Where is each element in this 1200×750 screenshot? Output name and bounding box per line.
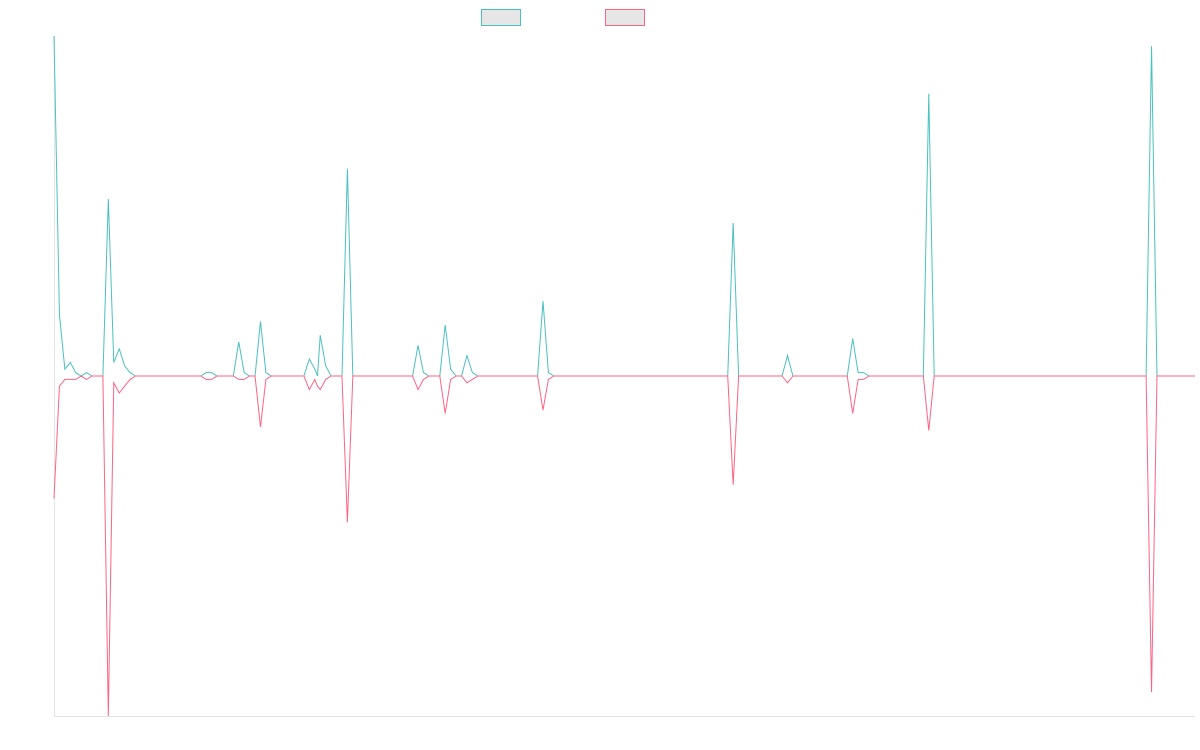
series-1: [53, 35, 1195, 377]
series-2: [53, 375, 1195, 717]
legend-item-2[interactable]: [605, 9, 645, 26]
legend-item-1[interactable]: [481, 9, 521, 26]
legend-swatch-2[interactable]: [605, 9, 645, 26]
legend-swatch-1[interactable]: [481, 9, 521, 26]
series-layer: [53, 35, 1195, 717]
series-line-2: [53, 375, 1195, 717]
legend[interactable]: [481, 9, 645, 26]
series-line-1: [53, 35, 1195, 377]
axes: [54, 36, 1195, 717]
